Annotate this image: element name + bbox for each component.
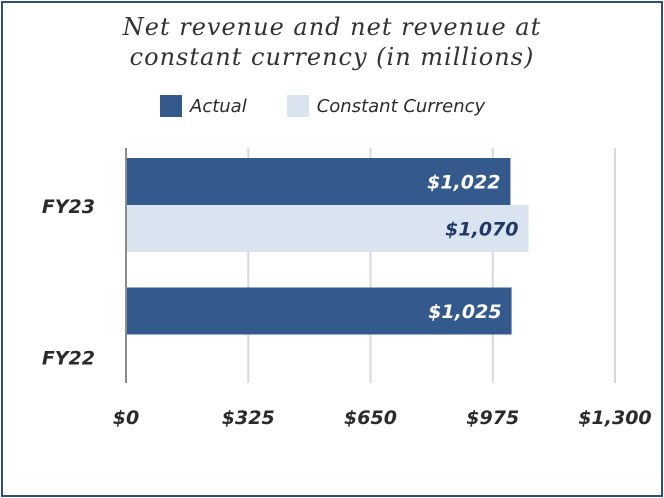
legend-label-actual: Actual [190, 95, 247, 117]
chart-title-line-1: Net revenue and net revenue at [122, 13, 542, 41]
bar-fy23-actual [126, 158, 511, 205]
legend-item-actual: Actual [160, 95, 247, 117]
legend-item-constant-currency: Constant Currency [286, 95, 486, 117]
chart-title: Net revenue and net revenue at constant … [0, 12, 664, 72]
labels: $0 $325 $650 $975 $1,300 FY23 $1,022 $1,070 FY22… [42, 172, 652, 430]
category-label-fy22: FY22 [42, 348, 95, 370]
category-label-fy23: FY23 [42, 196, 95, 218]
bars [126, 158, 529, 335]
data-label-fy23-actual: $1,022 [427, 172, 500, 194]
data-label-fy22-actual: $1,025 [428, 301, 501, 323]
x-tick-label: $1,300 [578, 407, 651, 429]
chart-legend: Actual Constant Currency [160, 93, 525, 119]
legend-swatch-constant-currency [286, 95, 309, 117]
legend-label-constant-currency: Constant Currency [316, 95, 486, 117]
x-tick-label: $325 [222, 407, 275, 429]
bar-fy22-actual [126, 287, 512, 335]
chart-title-line-2: constant currency (in millions) [129, 43, 535, 71]
x-tick-label: $650 [344, 407, 397, 429]
data-label-fy23-constant-currency: $1,070 [445, 219, 518, 241]
x-tick-label: $975 [466, 407, 519, 429]
legend-swatch-actual [160, 95, 182, 117]
x-tick-label: $0 [113, 407, 139, 429]
bar-fy23-constant-currency [126, 205, 529, 252]
